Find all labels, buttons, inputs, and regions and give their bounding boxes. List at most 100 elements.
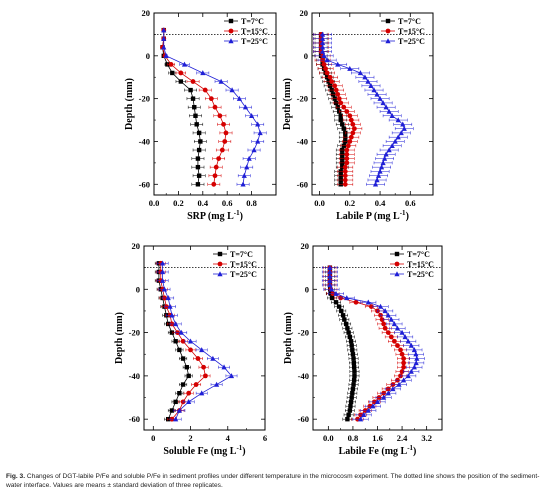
data-point [212, 173, 218, 179]
x-tick-label: 6 [263, 433, 267, 443]
figure-caption: Fig. 3. Changes of DGT-labile P/Fe and s… [6, 472, 550, 490]
series-line [329, 267, 405, 420]
data-point [382, 155, 388, 161]
y-tick-label: 0 [136, 284, 140, 294]
data-point [161, 27, 167, 33]
data-point [352, 369, 357, 374]
data-point [186, 373, 191, 379]
data-point [348, 403, 353, 409]
legend-marker [228, 18, 234, 24]
data-point [160, 277, 166, 283]
data-point [346, 330, 351, 335]
data-point [319, 35, 326, 41]
x-axis-label-unit: -1 [234, 209, 240, 217]
legend-label: T=15°C [398, 27, 425, 36]
data-point [343, 321, 349, 327]
data-point [177, 347, 182, 353]
data-point [401, 125, 407, 131]
data-point [344, 109, 350, 114]
data-point [169, 408, 175, 413]
data-point [392, 138, 398, 144]
data-point [202, 87, 208, 93]
y-tick-label: 0 [304, 51, 308, 61]
data-point [327, 282, 333, 288]
legend-marker [217, 251, 223, 257]
data-point [344, 160, 350, 166]
data-point [173, 339, 178, 344]
data-point [173, 416, 179, 422]
data-point [362, 74, 368, 80]
x-tick-label: 0 [151, 433, 155, 443]
y-tick-label: -60 [297, 179, 308, 189]
x-axis-label: Labile Fe (mg L-1) [339, 444, 417, 457]
data-point [401, 364, 407, 370]
data-point [385, 330, 391, 335]
data-point [168, 61, 174, 67]
data-point [344, 156, 350, 162]
data-point [213, 164, 219, 170]
legend-label: T=25°C [230, 270, 257, 279]
data-point [223, 130, 229, 136]
data-point [349, 395, 354, 400]
data-point [338, 117, 343, 123]
data-point [388, 334, 394, 340]
x-axis-label-unit: -1 [407, 444, 413, 452]
data-point [165, 295, 171, 301]
data-point [395, 343, 400, 348]
data-point [178, 79, 184, 84]
data-point [413, 360, 419, 366]
data-point [380, 100, 386, 106]
data-point [344, 147, 350, 153]
legend-marker [228, 38, 234, 44]
data-point [193, 113, 198, 118]
x-tick-label: 0.2 [173, 198, 184, 208]
data-point [347, 113, 353, 119]
data-point [324, 57, 330, 63]
series-T25 [321, 264, 425, 422]
data-point [345, 416, 350, 422]
series-T15 [155, 260, 211, 422]
y-tick-label: -60 [129, 414, 140, 424]
data-point [242, 104, 249, 110]
data-point [184, 365, 190, 370]
data-point [180, 356, 186, 361]
data-point [370, 403, 376, 409]
data-point [352, 373, 357, 379]
data-point [353, 299, 359, 305]
data-point [324, 70, 330, 76]
data-point [321, 61, 327, 67]
data-point [333, 300, 339, 305]
data-point [374, 91, 380, 97]
legend-marker [394, 251, 400, 257]
data-point [342, 177, 348, 183]
data-point [173, 321, 179, 327]
x-axis-label-unit: -1 [236, 444, 242, 452]
legend-marker [385, 18, 391, 24]
data-point [357, 70, 363, 76]
data-point [347, 139, 353, 144]
series-T25 [161, 27, 267, 187]
data-point [341, 104, 347, 110]
x-tick-label: 0.4 [375, 198, 386, 208]
data-point [391, 338, 397, 344]
data-point [190, 96, 196, 101]
y-tick-label: -40 [297, 136, 308, 146]
data-point [402, 334, 408, 340]
data-point [379, 317, 385, 322]
data-point [161, 286, 168, 292]
data-point [188, 347, 193, 353]
data-point [160, 260, 166, 266]
legend-label: T=7°C [241, 17, 264, 26]
x-tick-label: 0.0 [314, 198, 325, 208]
data-point [194, 122, 199, 127]
data-point [161, 35, 167, 41]
data-point [341, 126, 346, 131]
data-point [344, 295, 350, 301]
data-point [327, 264, 333, 270]
legend-marker [394, 271, 400, 277]
data-point [411, 347, 417, 353]
data-point [181, 61, 188, 67]
data-point [201, 364, 206, 370]
data-point [401, 377, 407, 383]
data-point [351, 382, 356, 387]
